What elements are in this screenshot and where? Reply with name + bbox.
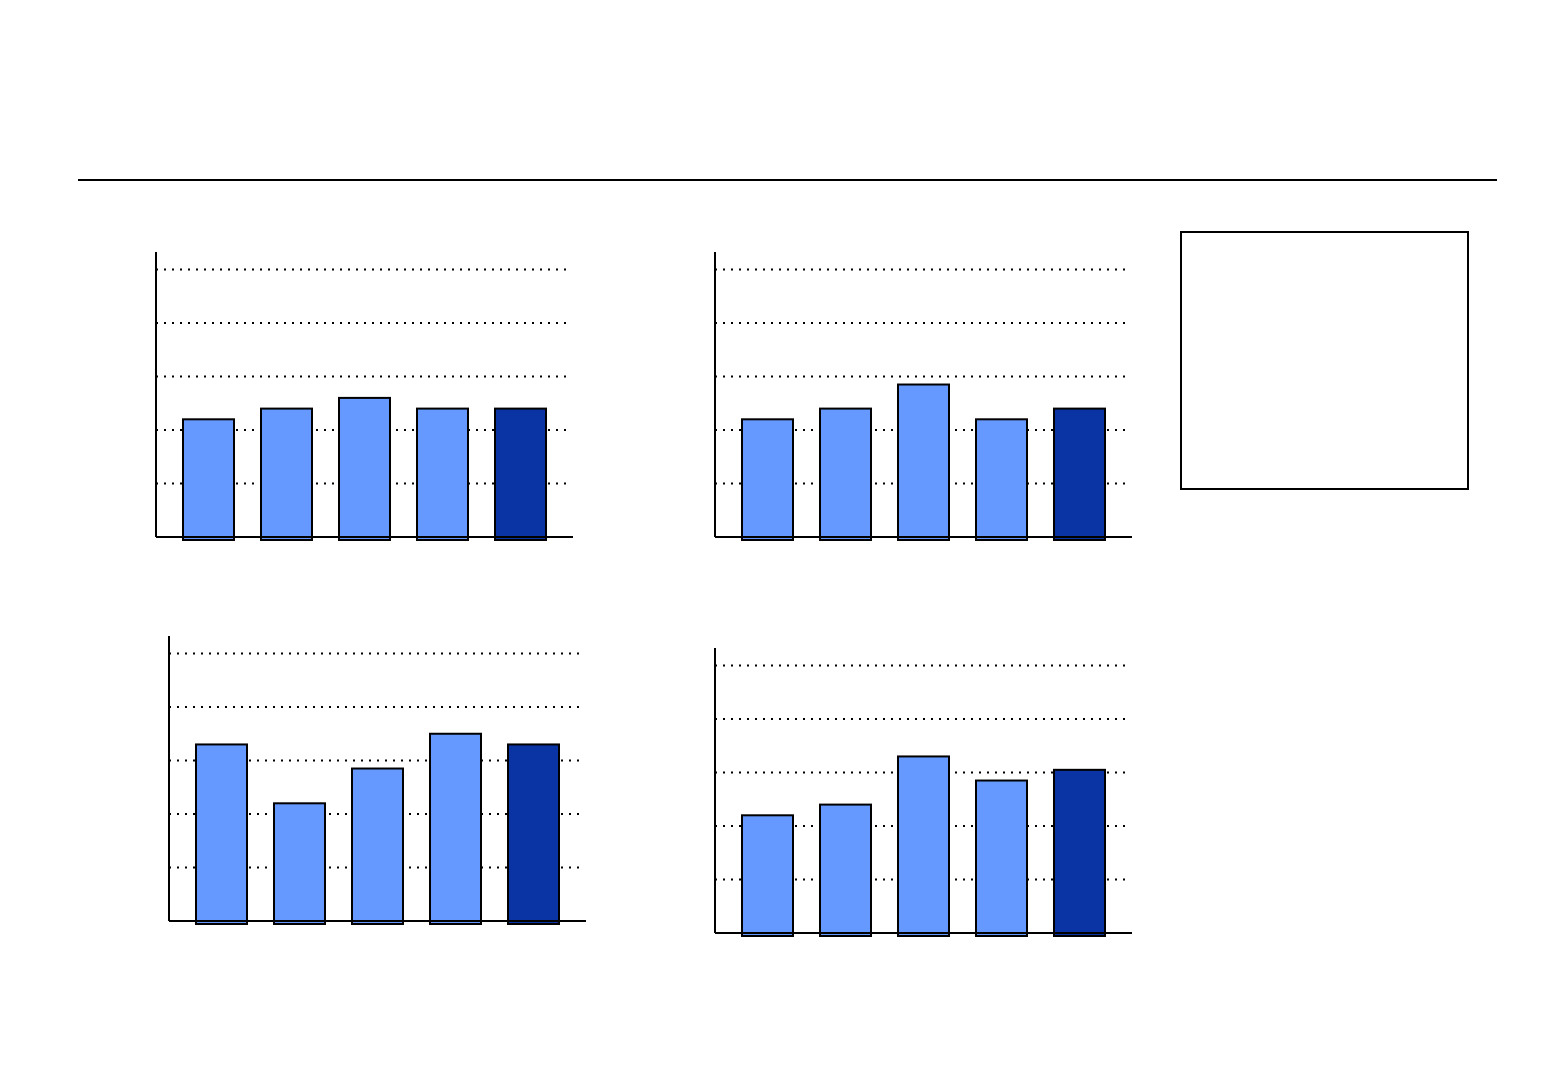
bar (416, 407, 469, 541)
bar (273, 802, 326, 925)
bar (195, 743, 248, 926)
bar (1053, 407, 1106, 541)
bar (507, 743, 560, 926)
bar (1053, 768, 1106, 938)
bar (429, 732, 482, 925)
bar (897, 755, 950, 938)
bar (741, 814, 794, 937)
bar (819, 407, 872, 541)
bar (182, 418, 235, 541)
bar (338, 396, 391, 541)
bar (975, 779, 1028, 938)
bar (351, 767, 404, 926)
bar (741, 418, 794, 541)
legend-box (1180, 231, 1469, 490)
bar (494, 407, 547, 541)
bar (897, 383, 950, 541)
bar (260, 407, 313, 541)
bar (819, 803, 872, 937)
bar (975, 418, 1028, 541)
